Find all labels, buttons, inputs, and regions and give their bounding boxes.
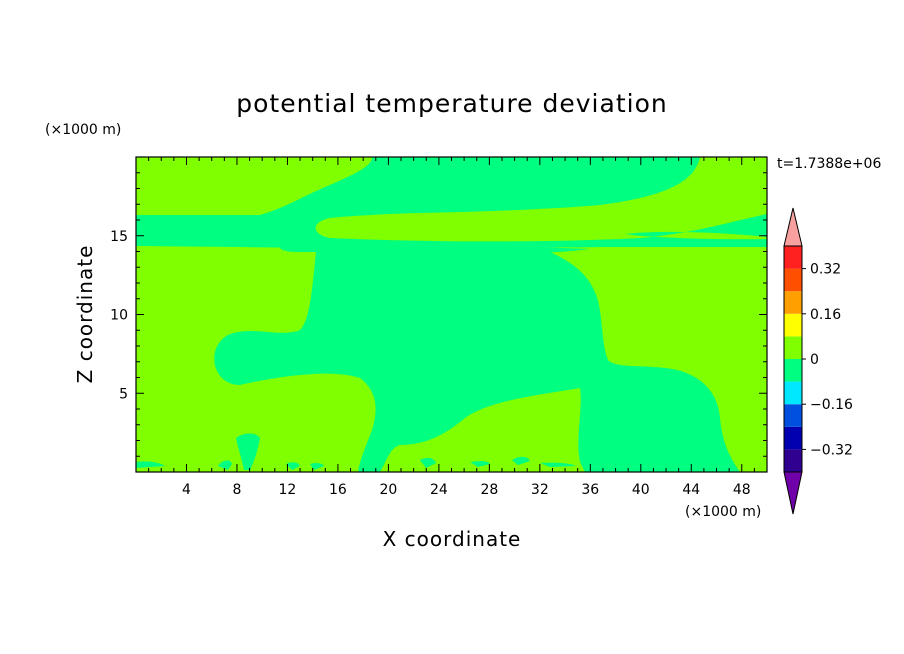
upper-band-region xyxy=(136,157,767,248)
x-axis-ticks: 4 8 12 16 20 24 28 32 36 40 44 48 xyxy=(148,157,755,498)
x-tick-label: 16 xyxy=(329,482,347,498)
x-tick-label: 4 xyxy=(182,482,191,498)
colorbar-swatch xyxy=(784,404,802,427)
ground-speckles xyxy=(218,456,576,470)
colorbar-tick-label: 0 xyxy=(810,352,819,368)
x-tick-label: 8 xyxy=(232,482,241,498)
x-tick-label: 32 xyxy=(531,482,549,498)
x-tick-label: 40 xyxy=(632,482,650,498)
x-tick-label: 36 xyxy=(581,482,599,498)
x-tick-label: 48 xyxy=(733,482,751,498)
x-tick-label: 28 xyxy=(480,482,498,498)
colorbar-swatch xyxy=(784,313,802,337)
colorbar-tick-label: 0.16 xyxy=(810,307,841,323)
x-tick-label: 44 xyxy=(682,482,700,498)
colorbar-tick-label: 0.32 xyxy=(810,262,841,278)
colorbar: 0.32 0.16 0 −0.16 −0.32 xyxy=(783,207,853,515)
y-unit-label: (×1000 m) xyxy=(45,122,121,138)
y-axis-label: Z coordinate xyxy=(73,245,97,384)
ground-blob-8km xyxy=(236,433,260,470)
x-tick-label: 20 xyxy=(379,482,397,498)
colorbar-over-arrow xyxy=(783,207,803,247)
negative-deviation-regions xyxy=(136,157,767,472)
mid-level-strip xyxy=(280,245,590,253)
colorbar-swatch xyxy=(784,381,802,405)
colorbar-under-arrow xyxy=(783,471,803,515)
colorbar-swatch xyxy=(784,291,802,314)
colorbar-swatch xyxy=(784,426,802,450)
y-tick-label: 10 xyxy=(110,308,128,324)
x-axis-label: X coordinate xyxy=(383,527,522,551)
colorbar-swatch xyxy=(784,449,802,472)
colorbar-swatch xyxy=(784,336,802,359)
colorbar-tick-label: −0.32 xyxy=(810,442,853,458)
chart-title: potential temperature deviation xyxy=(236,89,667,118)
colorbar-swatch xyxy=(784,359,802,382)
y-axis-ticks: 5 10 15 xyxy=(110,172,767,457)
x-unit-label: (×1000 m) xyxy=(685,504,761,520)
ground-blob-west xyxy=(136,461,165,468)
x-tick-label: 12 xyxy=(279,482,297,498)
y-tick-label: 5 xyxy=(119,386,128,402)
colorbar-swatch xyxy=(784,268,802,292)
time-label: t=1.7388e+06 xyxy=(777,156,881,172)
plot-area xyxy=(136,157,767,472)
colorbar-swatch xyxy=(784,246,802,269)
colorbar-tick-label: −0.16 xyxy=(810,397,853,413)
y-tick-label: 15 xyxy=(110,229,128,245)
central-plume-region xyxy=(214,250,740,472)
x-tick-label: 24 xyxy=(430,482,448,498)
